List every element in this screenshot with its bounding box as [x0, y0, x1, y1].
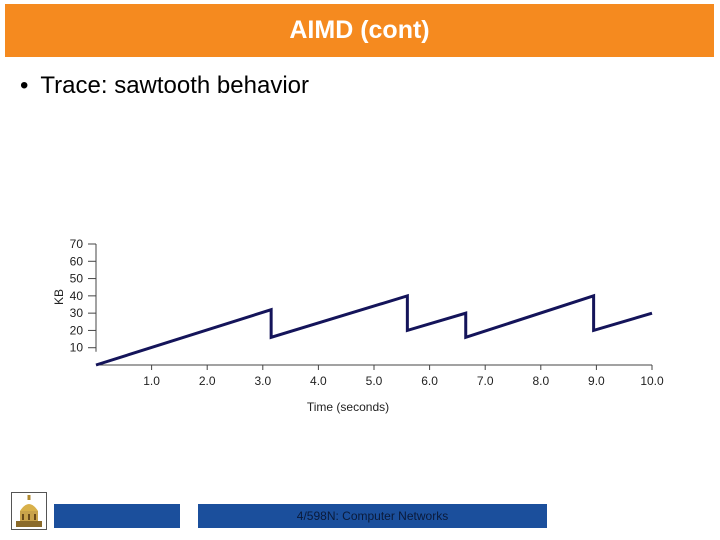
x-tick-label: 6.0	[421, 374, 438, 388]
title-bar: AIMD (cont)	[5, 4, 714, 57]
bullet-item: • Trace: sawtooth behavior	[20, 72, 309, 100]
x-tick-label: 5.0	[366, 374, 383, 388]
y-tick-label: 20	[70, 323, 84, 337]
x-tick-label: 10.0	[640, 374, 664, 388]
bullet-text: Trace: sawtooth behavior	[40, 72, 309, 99]
y-tick-label: 70	[70, 237, 84, 251]
x-axis: 1.0 2.0 3.0 4.0 5.0 6.0 7.0 8.0 9.0 10.0	[96, 364, 664, 388]
y-axis: 70 60 50 40 30 20 10	[70, 237, 97, 355]
y-axis-label: KB	[52, 289, 66, 305]
footer-text: 4/598N: Computer Networks	[296, 509, 449, 523]
x-tick-label: 9.0	[588, 374, 605, 388]
x-tick-label: 8.0	[532, 374, 549, 388]
sawtooth-trace-line	[95, 293, 653, 367]
x-axis-label: Time (seconds)	[307, 400, 389, 414]
x-tick-label: 3.0	[254, 374, 271, 388]
y-tick-label: 10	[70, 341, 84, 355]
x-tick-label: 4.0	[310, 374, 327, 388]
y-tick-label: 40	[70, 289, 84, 303]
bullet-dot-icon: •	[20, 72, 29, 99]
y-tick-label: 60	[70, 254, 84, 268]
university-dome-logo-icon	[11, 492, 47, 530]
series	[95, 293, 653, 367]
footer-bar-left	[54, 504, 180, 528]
x-tick-label: 2.0	[199, 374, 216, 388]
footer-bar-right: 4/598N: Computer Networks	[198, 504, 547, 528]
slide-title: AIMD (cont)	[289, 16, 430, 44]
y-tick-label: 50	[70, 272, 84, 286]
y-tick-label: 30	[70, 306, 84, 320]
x-tick-label: 7.0	[477, 374, 494, 388]
x-tick-label: 1.0	[143, 374, 160, 388]
